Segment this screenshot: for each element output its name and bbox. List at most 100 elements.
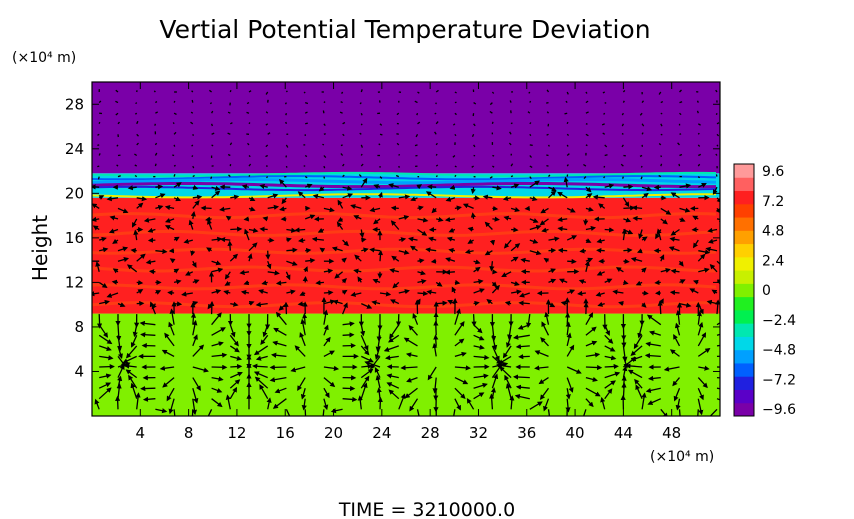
vector-arrow [658,91,662,95]
vector-arrow [471,314,477,327]
vector-arrow [511,227,519,233]
vector-arrow [154,123,157,126]
vector-arrow [566,332,572,347]
vector-arrow [454,338,465,347]
vector-arrow [116,144,119,147]
vector-arrow [154,152,158,156]
vector-arrow [408,236,418,242]
vector-arrow [303,91,306,94]
vector-arrow [125,345,138,359]
vector-arrow [117,375,123,389]
vector-arrow [658,298,664,305]
vector-arrow [125,369,138,379]
vector-arrow [354,254,362,262]
vector-arrow [509,131,512,135]
vector-arrow [229,122,233,125]
vector-arrow [136,202,144,209]
vector-arrow [267,270,280,276]
vector-arrow [707,227,718,233]
vector-arrow [323,336,331,347]
vector-arrow [527,111,531,114]
vector-arrow [136,289,144,295]
vector-arrow [359,102,362,105]
vector-arrow [491,281,498,288]
vector-arrow [604,278,613,284]
vector-arrow [392,281,400,289]
vector-arrow [679,89,682,93]
vector-arrow [583,409,587,416]
vector-arrow [117,246,129,252]
vector-arrow [359,229,365,239]
vector-arrow [436,216,444,223]
vector-arrow [503,239,512,249]
vector-arrow [415,298,421,305]
vector-arrow [155,290,162,295]
vector-arrow [630,345,643,356]
vector-arrow [529,180,540,188]
vector-arrow [339,111,343,114]
vector-arrow [433,334,439,346]
vector-arrow [548,268,557,274]
vector-arrow [583,163,587,167]
vector-arrow [360,375,370,389]
vector-arrow [669,236,680,242]
vector-arrow [305,122,308,125]
colorbar: 9.6 7.2 4.8 2.4 0 −2.4 −4.8 −7.2 −9.6 [733,163,796,418]
vector-arrow [585,186,592,193]
vector-arrow [350,204,362,210]
vector-arrow [252,363,268,369]
vector-arrow [379,133,383,136]
vector-arrow [578,279,587,285]
vector-arrow [679,217,686,222]
vector-arrow [357,276,363,283]
vector-arrow [641,100,645,103]
vector-arrow [98,387,112,400]
vector-arrow [670,192,680,199]
vector-arrow [473,279,484,285]
vector-arrow [529,401,543,410]
vector-arrow [323,365,340,371]
vector-arrow [504,300,512,306]
vector-arrow [99,364,115,370]
vector-arrow [716,322,720,326]
vector-arrow [155,408,168,414]
vector-arrow [278,303,287,311]
vector-arrow [631,205,643,211]
vector-arrow [92,203,100,209]
vector-arrow [376,387,382,399]
vector-arrow [323,155,327,159]
vector-arrow [398,237,407,243]
vector-arrow [660,123,663,127]
vector-arrow [192,165,195,169]
vector-arrow [489,102,493,106]
vector-arrow [211,236,223,242]
vector-arrow [697,321,704,336]
vector-arrow [697,347,711,357]
vector-arrow [539,218,549,226]
vector-arrow [508,142,512,146]
vector-arrow [378,143,381,146]
vector-arrow [454,91,457,94]
vector-arrow [543,257,550,263]
vector-arrow [660,207,672,215]
vector-arrow [227,153,231,157]
vector-arrow [239,269,250,276]
vector-arrow [99,247,109,253]
vector-arrow [417,258,425,264]
vector-arrow [649,330,662,336]
vector-arrow [192,174,195,178]
vector-arrow [453,409,456,416]
vector-arrow [247,253,253,262]
vector-arrow [320,409,326,416]
chart-title: Vertial Potential Temperature Deviation [159,15,650,44]
vector-arrow [211,132,215,135]
vector-arrow [528,91,531,94]
vector-arrow [248,206,256,212]
vector-arrow [135,392,141,410]
vector-arrow [585,312,594,326]
vector-arrow [557,216,568,223]
vector-arrow [585,144,588,147]
vector-arrow [322,110,325,114]
vector-arrow [259,384,269,400]
vector-arrow [697,123,701,126]
